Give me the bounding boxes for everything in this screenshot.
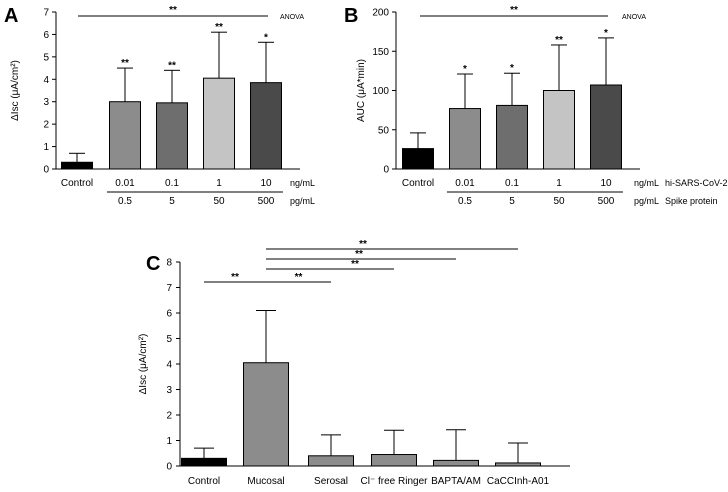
y-axis-label: ΔIsc (μA/cm²) [138, 334, 149, 395]
bar-3 [543, 90, 575, 170]
spike-label-2: 50 [553, 196, 565, 207]
concentration-label-2: 1 [216, 178, 222, 189]
bar-1 [449, 108, 481, 170]
comparison-label-1: ** [295, 272, 303, 283]
category-label-0: Control [402, 178, 434, 189]
bar-4 [250, 82, 282, 170]
bar-significance-1: * [463, 64, 467, 75]
y-tick-label-3: 3 [43, 97, 49, 108]
panel-letter-b: B [344, 5, 358, 27]
y-tick-label-1: 1 [43, 142, 49, 153]
row1-unit: ng/mL [290, 178, 315, 188]
spike-label-3: 500 [598, 196, 615, 207]
comparison-label-4: ** [359, 239, 367, 250]
bar-4 [433, 459, 479, 467]
comparison-label-0: ** [231, 272, 239, 283]
row1-unit: ng/mL [634, 178, 659, 188]
y-tick-label-6: 6 [43, 30, 49, 41]
bar-3 [203, 77, 235, 170]
y-tick-label-0: 0 [166, 462, 172, 473]
panel-letter-a: A [4, 5, 18, 27]
bar-significance-4: * [264, 32, 268, 43]
panel-letter-c: C [146, 253, 160, 275]
concentration-label-1: 0.1 [165, 178, 179, 189]
y-tick-label-4: 200 [372, 8, 389, 19]
bar-0 [181, 457, 227, 467]
category-label-4: BAPTA/AM [431, 476, 481, 487]
concentration-label-0: 0.01 [115, 178, 135, 189]
bar-1 [109, 101, 141, 170]
y-tick-label-5: 5 [166, 334, 172, 345]
y-tick-label-3: 3 [166, 385, 172, 396]
anova-label: ANOVA [622, 14, 646, 21]
y-tick-label-4: 4 [166, 360, 172, 371]
anova-significance: ** [169, 5, 177, 16]
y-tick-label-5: 5 [43, 52, 49, 63]
bar-significance-1: ** [121, 58, 129, 69]
category-label-0: Control [188, 476, 220, 487]
bar-3 [371, 454, 417, 467]
spike-label-1: 5 [509, 196, 515, 207]
bar-significance-4: * [604, 28, 608, 39]
y-tick-label-3: 150 [372, 47, 389, 58]
y-axis-label: AUC (μA*min) [356, 59, 367, 122]
bar-5 [495, 462, 541, 467]
bar-2 [496, 104, 528, 170]
comparison-label-3: ** [355, 249, 363, 260]
bar-significance-3: ** [555, 35, 563, 46]
y-tick-label-7: 7 [43, 8, 49, 19]
y-tick-label-1: 50 [378, 125, 390, 136]
y-tick-label-2: 100 [372, 86, 389, 97]
comparison-label-2: ** [351, 259, 359, 270]
y-tick-label-1: 1 [166, 436, 172, 447]
y-tick-label-2: 2 [43, 120, 49, 131]
bar-significance-3: ** [215, 22, 223, 33]
concentration-label-1: 0.1 [505, 178, 519, 189]
bar-significance-2: ** [168, 60, 176, 71]
category-label-3: Cl⁻ free Ringer [361, 476, 429, 487]
concentration-label-0: 0.01 [455, 178, 475, 189]
spike-label-2: 50 [213, 196, 225, 207]
spike-label-0: 0.5 [118, 196, 132, 207]
spike-label-0: 0.5 [458, 196, 472, 207]
concentration-label-3: 10 [260, 178, 272, 189]
anova-label: ANOVA [280, 14, 304, 21]
anova-significance: ** [510, 5, 518, 16]
spike-label-3: 500 [258, 196, 275, 207]
y-tick-label-0: 0 [383, 165, 389, 176]
bar-2 [308, 455, 354, 467]
y-tick-label-0: 0 [43, 165, 49, 176]
bar-0 [402, 148, 434, 170]
y-tick-label-6: 6 [166, 309, 172, 320]
category-label-1: Mucosal [247, 476, 284, 487]
y-tick-label-7: 7 [166, 283, 172, 294]
y-tick-label-2: 2 [166, 411, 172, 422]
bar-4 [590, 84, 622, 170]
bar-significance-2: * [510, 63, 514, 74]
category-label-2: Serosal [314, 476, 348, 487]
row1-name: hi-SARS-CoV-2 [665, 178, 728, 188]
bar-2 [156, 102, 188, 170]
chart-panel-c: 0 1 2 3 4 5 6 7 8 ΔIsc (μA/cm²) Control Mucosal Sero… [138, 239, 570, 487]
bar-0 [61, 161, 93, 170]
y-tick-label-4: 4 [43, 75, 49, 86]
row2-name: Spike protein [665, 196, 718, 206]
spike-label-1: 5 [169, 196, 175, 207]
category-label-0: Control [61, 178, 93, 189]
category-label-5: CaCCInh-A01 [487, 476, 550, 487]
row2-unit: pg/mL [634, 196, 659, 206]
y-tick-label-8: 8 [166, 258, 172, 269]
bar-1 [243, 362, 289, 467]
y-axis-label: ΔIsc (μA/cm²) [10, 60, 21, 121]
concentration-label-3: 10 [600, 178, 612, 189]
row2-unit: pg/mL [290, 196, 315, 206]
concentration-label-2: 1 [556, 178, 562, 189]
